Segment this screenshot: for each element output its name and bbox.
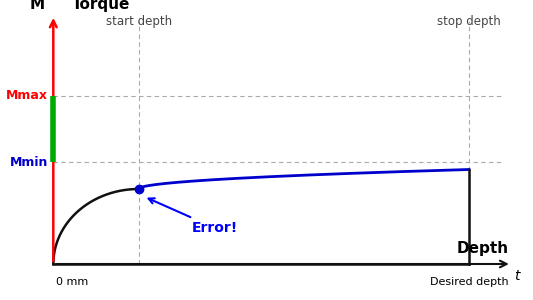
Text: stop depth: stop depth: [437, 15, 501, 28]
Text: Depth: Depth: [457, 242, 509, 256]
Text: Torque: Torque: [72, 0, 131, 12]
Text: M: M: [30, 0, 45, 12]
Text: 0 mm: 0 mm: [56, 277, 88, 287]
Text: Desired depth: Desired depth: [430, 277, 508, 287]
Text: t: t: [514, 269, 520, 283]
Text: Error!: Error!: [149, 198, 238, 235]
Text: start depth: start depth: [106, 15, 172, 28]
Text: Mmin: Mmin: [10, 155, 48, 169]
Text: Mmax: Mmax: [6, 89, 48, 103]
